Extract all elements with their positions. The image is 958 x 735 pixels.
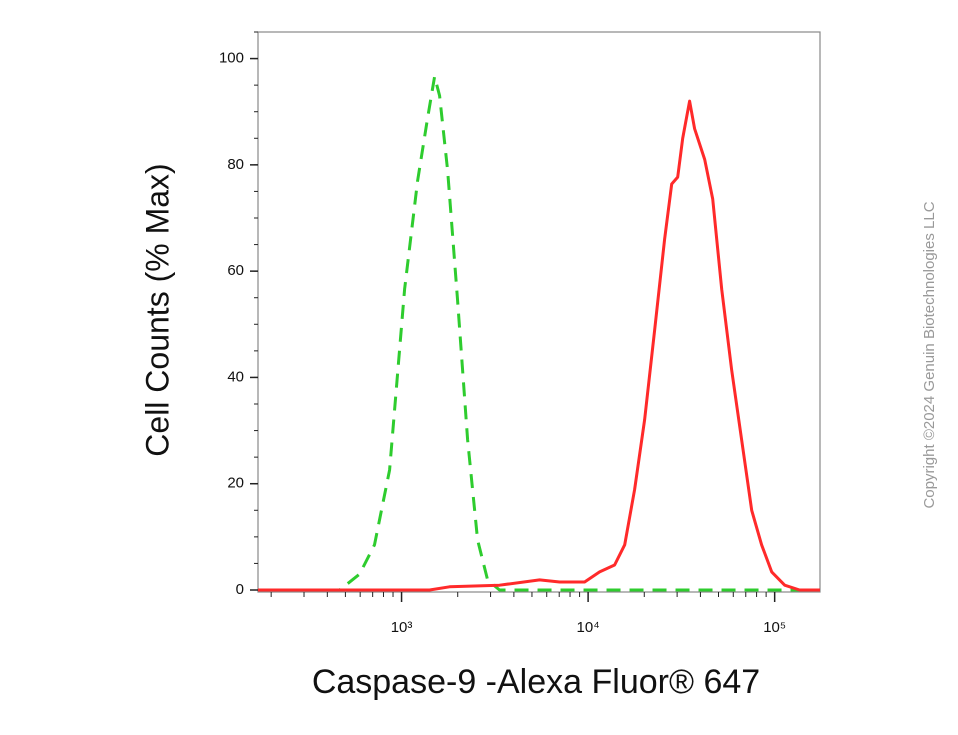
y-tick-label: 0 xyxy=(236,581,244,598)
histogram-line xyxy=(258,75,820,592)
copyright: Copyright ©2024 Genuin Biotechnologies L… xyxy=(921,201,938,508)
histogram-line xyxy=(258,99,820,592)
y-tick-label: 40 xyxy=(227,368,244,385)
y-tick-label: 60 xyxy=(227,262,244,279)
y-tick-label: 20 xyxy=(227,475,244,492)
x-tick-label: 10⁵ xyxy=(763,619,786,636)
x-tick-label: 10³ xyxy=(391,619,413,636)
x-axis-label: Caspase-9 -Alexa Fluor® 647 xyxy=(312,663,760,701)
plot-frame xyxy=(257,31,821,593)
x-tick-label: 10⁴ xyxy=(577,619,600,636)
y-axis-label: Cell Counts (% Max) xyxy=(139,163,175,456)
y-tick-label: 100 xyxy=(219,50,244,67)
y-tick-label: 80 xyxy=(227,156,244,173)
